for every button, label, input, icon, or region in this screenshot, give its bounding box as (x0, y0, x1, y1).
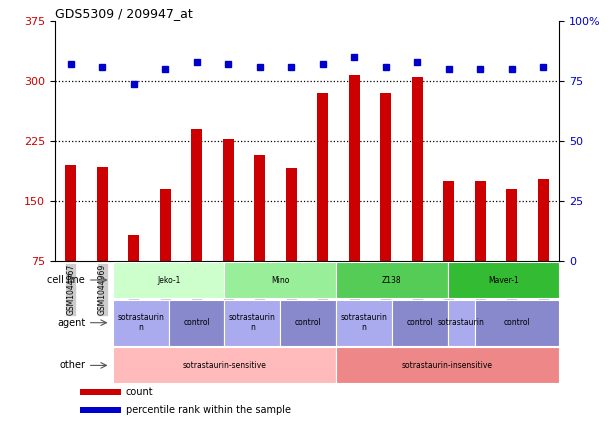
Bar (507, 189, 518, 261)
Bar (65, 165, 76, 261)
Bar (444, 181, 455, 261)
Bar (191, 129, 202, 261)
Text: Jeko-1: Jeko-1 (157, 275, 180, 285)
Bar (113, 262, 224, 298)
Text: control: control (504, 318, 530, 327)
Text: other: other (59, 360, 86, 371)
Bar (475, 299, 559, 346)
Bar (336, 299, 392, 346)
Bar (392, 299, 447, 346)
Bar (447, 262, 559, 298)
Text: sotrastaurin
n: sotrastaurin n (229, 313, 276, 332)
Text: control: control (406, 318, 433, 327)
Bar (412, 77, 423, 261)
Text: sotrastaurin-insensitive: sotrastaurin-insensitive (402, 361, 493, 370)
Bar (286, 168, 297, 261)
Text: GDS5309 / 209947_at: GDS5309 / 209947_at (55, 7, 192, 20)
Bar (380, 93, 391, 261)
Bar (349, 75, 360, 261)
Text: Maver-1: Maver-1 (488, 275, 519, 285)
Text: count: count (126, 387, 153, 397)
Bar (113, 299, 169, 346)
Text: cell line: cell line (48, 275, 86, 285)
Bar (80, 407, 121, 413)
Text: Z138: Z138 (382, 275, 401, 285)
Text: control: control (183, 318, 210, 327)
Bar (224, 299, 280, 346)
Bar (80, 389, 121, 395)
Bar (97, 167, 108, 261)
Bar (128, 235, 139, 261)
Bar (254, 155, 265, 261)
Bar (223, 139, 234, 261)
Bar (447, 299, 475, 346)
Text: sotrastaurin
n: sotrastaurin n (340, 313, 387, 332)
Bar (280, 299, 336, 346)
Text: agent: agent (57, 318, 86, 328)
Bar (169, 299, 224, 346)
Text: sotrastaurin
n: sotrastaurin n (117, 313, 164, 332)
Bar (224, 262, 336, 298)
Bar (538, 179, 549, 261)
Text: sotrastaurin: sotrastaurin (438, 318, 485, 327)
Text: sotrastaurin-sensitive: sotrastaurin-sensitive (183, 361, 266, 370)
Bar (159, 189, 170, 261)
Text: control: control (295, 318, 321, 327)
Bar (336, 347, 559, 383)
Text: Mino: Mino (271, 275, 290, 285)
Text: percentile rank within the sample: percentile rank within the sample (126, 405, 291, 415)
Bar (317, 93, 328, 261)
Bar (475, 181, 486, 261)
Bar (336, 262, 447, 298)
Bar (113, 347, 336, 383)
